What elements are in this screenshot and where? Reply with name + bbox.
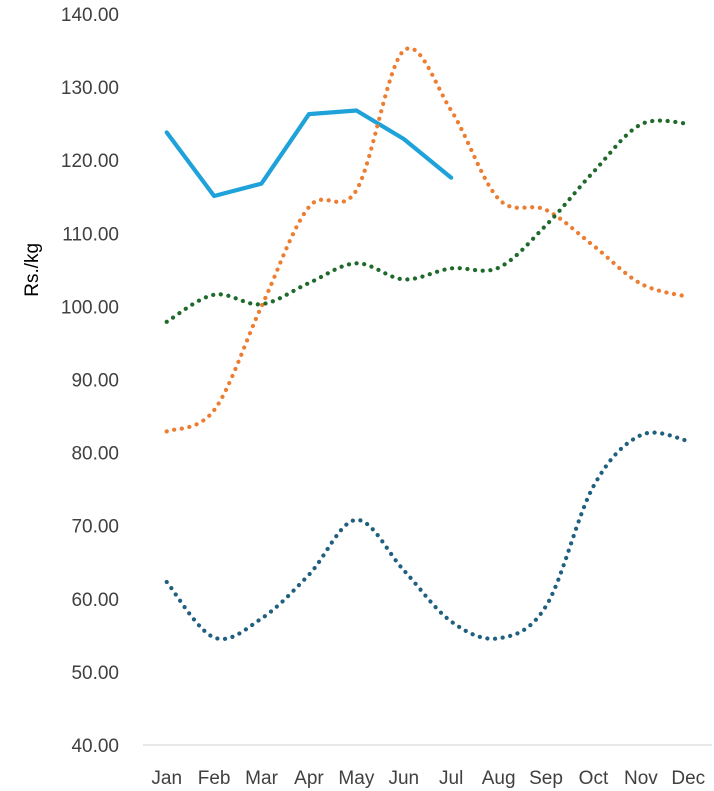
y-axis-label: Rs./kg [22, 243, 43, 297]
y-tick-label: 140.00 [61, 5, 119, 26]
x-tick-label: Sep [529, 768, 563, 789]
y-tick-label: 40.00 [71, 736, 119, 757]
x-tick-label: Jan [151, 768, 182, 789]
series-line-1 [164, 108, 454, 199]
x-tick-label: Nov [624, 768, 658, 789]
x-tick-label: Apr [294, 768, 324, 789]
x-tick-label: Mar [245, 768, 278, 789]
y-axis-ticks: 40.00 50.00 60.00 70.00 80.00 90.00 100.00 110.… [61, 5, 119, 757]
x-tick-label: Aug [482, 768, 516, 789]
y-tick-label: 100.00 [61, 297, 119, 318]
x-tick-label: Oct [579, 768, 609, 789]
x-tick-label: Feb [198, 768, 231, 789]
series-line-2 [164, 46, 691, 434]
series-line-3 [164, 118, 691, 324]
x-tick-label: Jun [388, 768, 419, 789]
y-tick-label: 80.00 [71, 444, 119, 465]
series-line-4 [164, 430, 691, 642]
y-tick-label: 50.00 [71, 663, 119, 684]
y-tick-label: 130.00 [61, 78, 119, 99]
y-tick-label: 70.00 [71, 517, 119, 538]
y-tick-label: 60.00 [71, 590, 119, 611]
y-tick-label: 90.00 [71, 371, 119, 392]
x-tick-label: May [338, 768, 374, 789]
x-tick-label: Jul [439, 768, 463, 789]
x-axis-ticks: Jan Feb Mar Apr May Jun Jul Aug Sep Oct Nov Dec [151, 768, 705, 789]
x-tick-label: Dec [671, 768, 705, 789]
y-tick-label: 120.00 [61, 151, 119, 172]
y-tick-label: 110.00 [62, 224, 119, 245]
series-layer [164, 46, 691, 642]
